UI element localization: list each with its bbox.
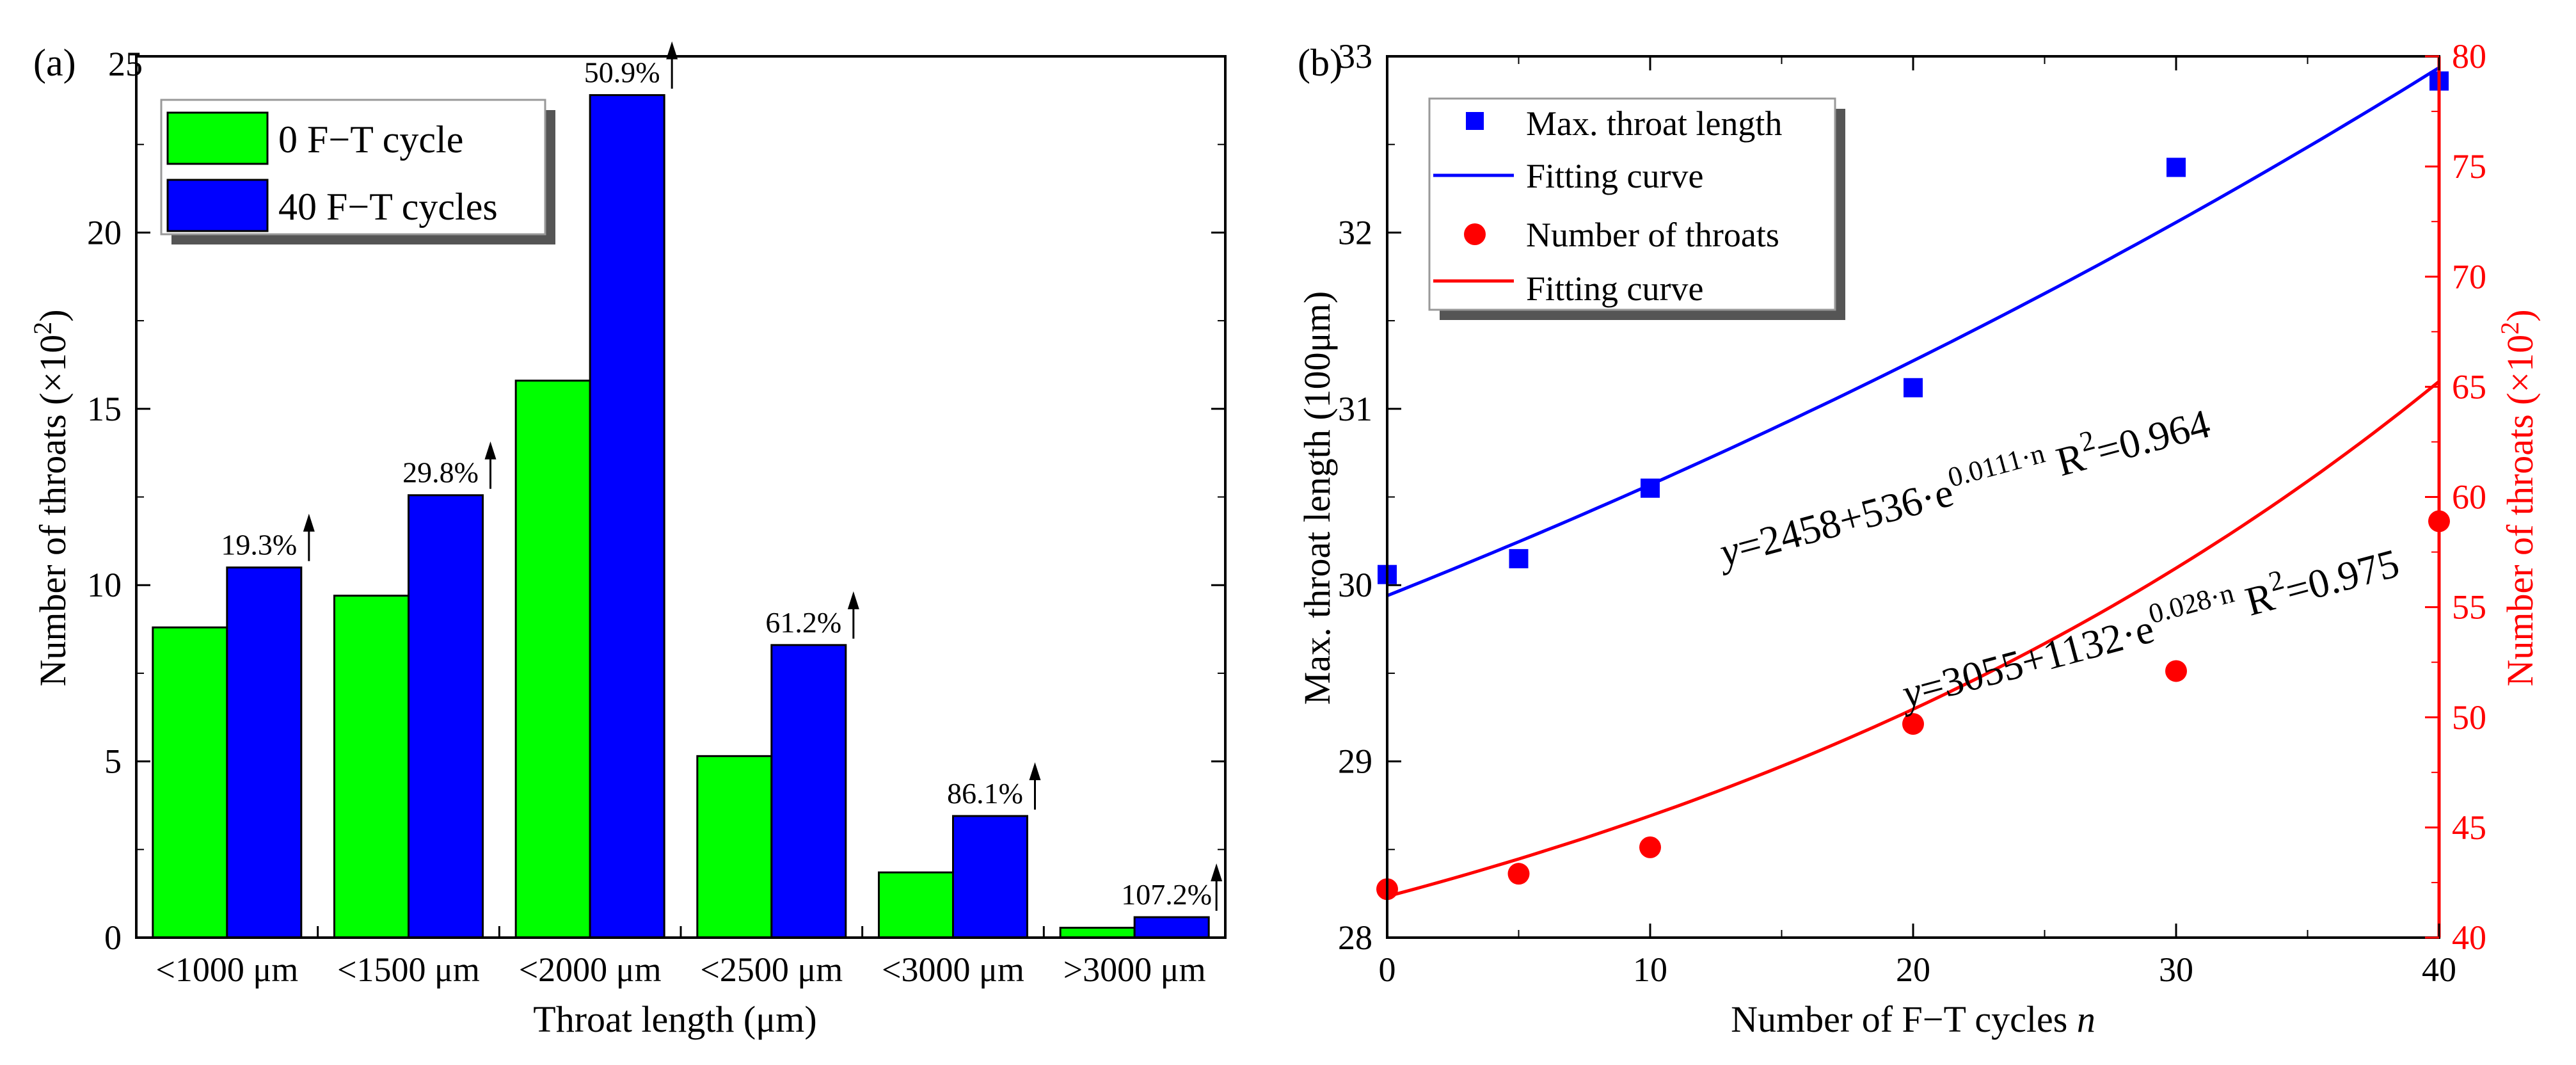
left-y-tick-labels: 28 29 30 31 32 33 — [1338, 37, 1372, 957]
left-y-axis-title-b: Max. throat length (100μm) — [1296, 291, 1338, 705]
legend-box — [1428, 97, 1836, 311]
bar-0cycle-5 — [1059, 927, 1136, 939]
increase-arrow-head-3 — [847, 591, 859, 609]
increase-label-2: 50.9% — [584, 56, 660, 89]
right-y-tick-label-60: 60 — [2452, 478, 2486, 516]
y-tick-label-10: 10 — [87, 566, 122, 604]
legend-swatch-40cycles — [166, 179, 269, 232]
y-tick-label-20: 20 — [87, 213, 122, 252]
y-tick-label-0: 0 — [104, 918, 122, 957]
bars — [152, 94, 1210, 939]
x-tick-label-0: <1000 μm — [155, 950, 298, 989]
legend-label-fit-blue: Fitting curve — [1526, 157, 1703, 195]
right-y-tick-label-80: 80 — [2452, 37, 2486, 76]
left-y-tick-label-32: 32 — [1338, 213, 1372, 252]
right-y-tick-label-55: 55 — [2452, 588, 2486, 627]
y-tick-label-15: 15 — [87, 390, 122, 428]
legend-a: 0 F−T cycle 40 F−T cycles — [160, 99, 555, 244]
increase-label-1: 29.8% — [402, 456, 479, 489]
right-y-tick-label-75: 75 — [2452, 147, 2486, 186]
y-axis-title-a: Number of throats (×102) — [28, 309, 74, 686]
left-y-tick-label-33: 33 — [1338, 37, 1372, 76]
x-tick-labels: <1000 μm <1500 μm <2000 μm <2500 μm <3000 μm… — [155, 950, 1205, 989]
increase-label-3: 61.2% — [765, 606, 841, 639]
bar-40cycles-2 — [589, 94, 665, 939]
fit-curves — [1387, 66, 2440, 899]
bar-40cycles-1 — [408, 494, 484, 939]
x-tick-label-30: 30 — [2159, 950, 2193, 989]
legend-b: Max. throat length Fitting curve Number … — [1428, 97, 1845, 320]
left-y-tick-label-30: 30 — [1338, 566, 1372, 604]
legend-square-marker — [1466, 112, 1484, 130]
y-tick-labels: 0 5 10 15 20 — [87, 213, 122, 957]
increase-arrow-head-5 — [1211, 863, 1223, 882]
max-throat-point-4 — [2167, 157, 2186, 177]
axis-ticks — [136, 55, 1225, 939]
legend-label-40cycles: 40 F−T cycles — [278, 186, 498, 228]
equation-red: y=3055+1132·e0.028·n R2=0.975 — [1892, 534, 2404, 717]
bar-40cycles-3 — [770, 644, 847, 939]
fit-curve-red — [1387, 380, 2440, 899]
x-tick-label-10: 10 — [1633, 950, 1667, 989]
increase-arrow-head-4 — [1029, 762, 1041, 780]
increase-arrow-head-1 — [484, 441, 497, 460]
y-tick-label-5: 5 — [104, 742, 122, 781]
max-throat-point-1 — [1509, 549, 1529, 568]
legend-label-num-throats: Number of throats — [1526, 216, 1779, 254]
x-tick-label-1: <1500 μm — [337, 950, 480, 989]
bar-40cycles-5 — [1133, 916, 1210, 939]
increase-label-0: 19.3% — [221, 529, 297, 561]
right-y-tick-label-50: 50 — [2452, 698, 2486, 737]
x-tick-label-3: <2500 μm — [700, 950, 843, 989]
panel-a-label: (a) — [33, 42, 76, 84]
bar-0cycle-4 — [878, 871, 954, 939]
right-y-tick-label-45: 45 — [2452, 808, 2486, 847]
x-axis-title-b: Number of F−T cycles n — [1731, 998, 2095, 1040]
right-y-tick-label-70: 70 — [2452, 257, 2486, 296]
axis-ticks — [1386, 55, 2440, 939]
x-tick-label-4: <3000 μm — [882, 950, 1024, 989]
bar-40cycles-0 — [226, 566, 303, 939]
bar-0cycle-2 — [514, 380, 591, 939]
increase-annotations: 19.3% 29.8% 50.9% 61.2% 86.1% 107.2% — [221, 41, 1223, 911]
bar-0cycle-0 — [152, 626, 228, 939]
left-y-tick-label-31: 31 — [1338, 390, 1372, 428]
num-throats-point-3 — [1902, 713, 1924, 735]
right-y-tick-label-40: 40 — [2452, 918, 2486, 957]
increase-label-5: 107.2% — [1121, 878, 1212, 911]
panel-b: (b) 28 29 30 31 32 33 40 45 50 55 60 65 70 75 80 0 10 2… — [1296, 37, 2541, 1040]
legend-label-0cycle: 0 F−T cycle — [278, 118, 463, 161]
bar-0cycle-1 — [333, 595, 409, 939]
fit-curve-blue — [1387, 66, 2440, 598]
x-tick-label-20: 20 — [1896, 950, 1930, 989]
left-y-tick-label-28: 28 — [1338, 918, 1372, 957]
increase-arrow-head-0 — [303, 513, 315, 532]
legend-circle-marker — [1464, 223, 1486, 245]
legend-label-max-throat: Max. throat length — [1526, 104, 1782, 143]
bar-40cycles-4 — [952, 815, 1028, 939]
max-throat-point-3 — [1904, 378, 1923, 397]
max-throat-point-2 — [1641, 478, 1660, 498]
legend-label-fit-red: Fitting curve — [1526, 269, 1703, 308]
num-throats-point-2 — [1639, 836, 1661, 858]
right-y-tick-labels: 40 45 50 55 60 65 70 75 80 — [2452, 37, 2486, 957]
bar-0cycle-3 — [696, 755, 773, 939]
num-throats-point-1 — [1507, 863, 1530, 885]
legend-swatch-0cycle — [166, 111, 269, 165]
x-tick-label-2: <2000 μm — [519, 950, 662, 989]
right-y-axis-title-b: Number of throats (×102) — [2495, 309, 2541, 686]
num-throats-point-4 — [2165, 660, 2187, 682]
increase-arrow-head-2 — [666, 41, 678, 60]
x-tick-label-0: 0 — [1379, 950, 1396, 989]
x-tick-label-40: 40 — [2422, 950, 2456, 989]
increase-label-4: 86.1% — [947, 777, 1023, 810]
left-y-tick-label-29: 29 — [1338, 742, 1372, 781]
x-tick-labels: 0 10 20 30 40 — [1379, 950, 2457, 989]
right-y-tick-label-65: 65 — [2452, 367, 2486, 406]
panel-b-label: (b) — [1298, 42, 1342, 84]
x-tick-label-5: >3000 μm — [1063, 950, 1206, 989]
x-axis-title-a: Throat length (μm) — [533, 998, 816, 1040]
